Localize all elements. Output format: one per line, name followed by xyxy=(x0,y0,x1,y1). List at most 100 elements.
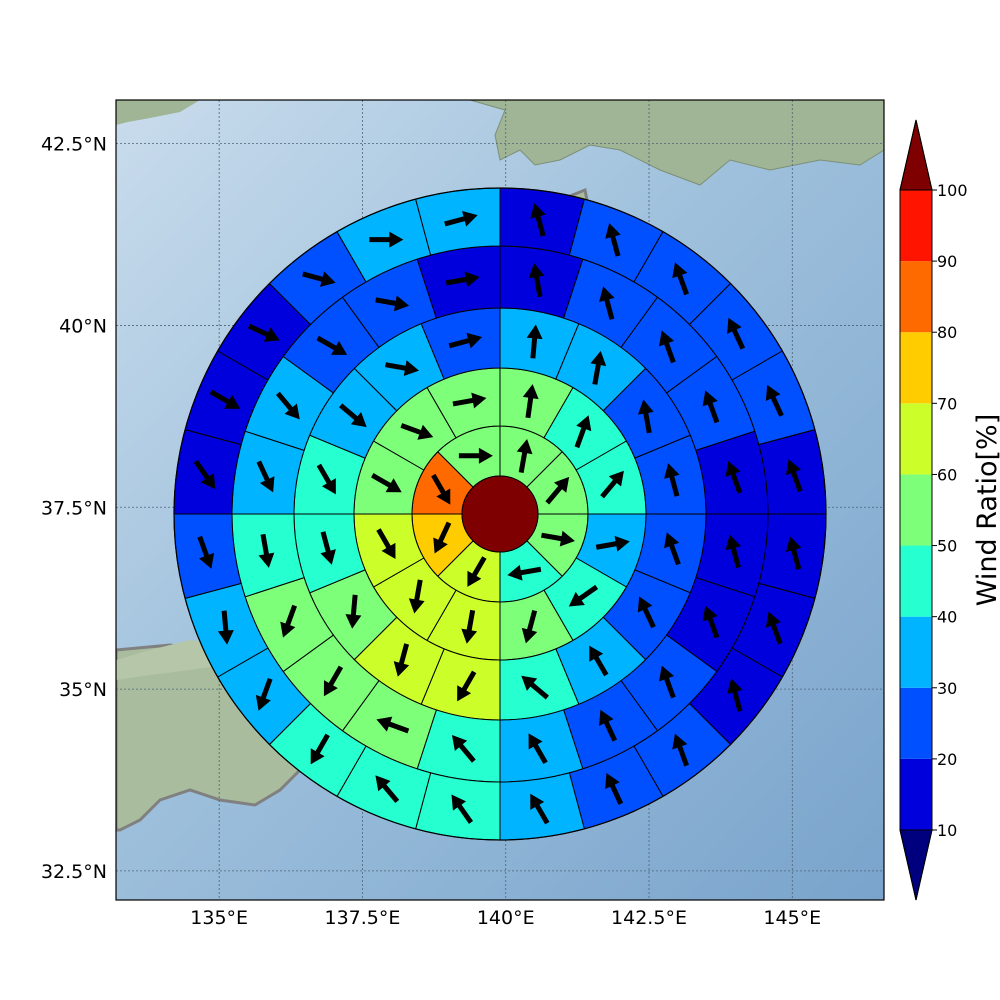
wind-arrow-ring-5-22 xyxy=(302,271,336,287)
wind-arrow-ring-3-5 xyxy=(664,532,681,566)
colorbar-tick-label: 100 xyxy=(937,181,968,200)
wind-arrow-ring-5-23 xyxy=(369,231,404,248)
wind-arrow-ring-4-7 xyxy=(702,605,720,639)
wind-arrow-ring-5-15 xyxy=(310,733,330,765)
wind-arrow-ring-4-3 xyxy=(659,330,676,364)
wind-arrow-ring-4-15 xyxy=(258,533,275,568)
wind-arrow-ring-3-10 xyxy=(393,643,410,677)
wind-arrow-ring-3-12 xyxy=(320,531,336,565)
wind-arrow-ring-5-19 xyxy=(193,459,216,490)
wind-arrow-ring-1-7 xyxy=(431,473,451,505)
colorbar-segment xyxy=(900,261,932,333)
wind-arrow-ring-4-11 xyxy=(451,735,476,763)
wind-arrow-ring-4-13 xyxy=(323,665,344,697)
wind-arrow-ring-5-2 xyxy=(605,223,621,257)
wind-arrow-ring-5-21 xyxy=(247,323,280,342)
x-axis-ticks: 135°E 137.5°E 140°E 142.5°E 145°E xyxy=(190,907,821,929)
wind-arrow-ring-3-13 xyxy=(316,463,336,495)
wind-arrow-ring-4-12 xyxy=(376,716,410,734)
wind-arrow-ring-5-20 xyxy=(209,389,241,409)
wind-arrow-ring-1-3 xyxy=(541,530,575,547)
wind-arrow-ring-3-1 xyxy=(526,324,543,359)
wind-arrow-ring-4-19 xyxy=(375,295,410,312)
wind-arrow-ring-3-3 xyxy=(637,399,654,434)
wind-arrow-ring-4-5 xyxy=(725,460,743,494)
colorbar-segment xyxy=(900,616,932,688)
colorbar-tick-label: 80 xyxy=(937,323,957,342)
outer-ring-border xyxy=(173,187,827,841)
wind-arrow-ring-3-14 xyxy=(339,403,367,428)
y-tick-label: 40°N xyxy=(59,315,107,337)
wind-arrow-ring-2-8 xyxy=(408,579,425,614)
wind-arrow-ring-4-10 xyxy=(528,733,548,765)
wind-arrow-ring-2-9 xyxy=(376,528,396,560)
wind-arrow-ring-4-8 xyxy=(659,665,676,699)
colorbar-tick-label: 60 xyxy=(937,465,957,484)
wind-arrow-ring-3-8 xyxy=(521,675,549,700)
wind-arrow-ring-4-18 xyxy=(316,335,348,355)
x-tick-label: 140°E xyxy=(477,907,535,929)
wind-arrow-ring-2-12 xyxy=(452,392,487,409)
wind-arrow-ring-3-7 xyxy=(589,645,609,677)
wind-arrow-ring-1-1 xyxy=(516,439,533,473)
colorbar-segment xyxy=(900,758,932,830)
wind-arrow-ring-4-2 xyxy=(599,286,615,320)
wind-arrow-ring-3-9 xyxy=(457,670,477,702)
wind-arrow-ring-4-9 xyxy=(599,709,618,742)
wind-arrow-ring-4-14 xyxy=(280,604,297,638)
x-tick-label: 145°E xyxy=(763,907,821,929)
colorbar-segment xyxy=(900,474,932,546)
wind-arrow-ring-2-1 xyxy=(522,384,539,419)
wind-arrow-ring-2-2 xyxy=(574,415,592,449)
colorbar-segment xyxy=(900,190,932,262)
wind-arrow-ring-1-6 xyxy=(433,521,452,554)
wind-arrow-ring-1-4 xyxy=(507,564,542,581)
wind-arrow-ring-5-24 xyxy=(444,211,478,227)
land-hokkaido-west xyxy=(116,100,200,125)
wind-arrow-ring-2-4 xyxy=(595,535,630,552)
x-tick-label: 142.5°E xyxy=(611,907,687,929)
wind-arrow-ring-4-17 xyxy=(275,391,300,420)
colorbar-tick-label: 40 xyxy=(937,608,957,627)
colorbar-segment xyxy=(900,332,932,404)
wind-arrow-ring-3-11 xyxy=(345,594,362,629)
wind-arrow-ring-4-1 xyxy=(528,263,545,298)
wind-arrow-ring-5-6 xyxy=(785,459,803,493)
wind-arrow-ring-5-17 xyxy=(217,610,234,645)
wind-arrow-ring-1-2 xyxy=(545,476,570,505)
wind-arrow-ring-5-14 xyxy=(375,775,400,804)
colorbar-segment xyxy=(900,403,932,475)
center-disc xyxy=(461,475,539,553)
colorbar-tick-label: 90 xyxy=(937,252,957,271)
wind-arrow-ring-5-1 xyxy=(530,203,546,237)
wind-arrow-ring-2-5 xyxy=(568,584,599,607)
wind-arrow-ring-5-11 xyxy=(605,772,624,805)
wind-arrow-ring-5-8 xyxy=(765,611,783,645)
wind-arrow-ring-5-10 xyxy=(672,733,689,767)
wind-arrow-ring-3-16 xyxy=(448,332,483,349)
wind-arrow-ring-3-2 xyxy=(590,350,607,385)
colorbar-segment xyxy=(900,545,932,617)
colorbar-tick-label: 10 xyxy=(937,821,957,840)
wind-arrow-ring-2-7 xyxy=(461,609,478,644)
wind-arrow-ring-5-9 xyxy=(727,678,743,712)
wind-arrow-ring-1-5 xyxy=(467,556,487,587)
colorbar-segment xyxy=(900,687,932,759)
wind-arrow-ring-1-8 xyxy=(458,447,493,464)
wind-arrow-ring-2-11 xyxy=(400,423,434,440)
wind-arrow-ring-4-4 xyxy=(702,390,720,424)
colorbar-tick-label: 50 xyxy=(937,537,957,556)
x-tick-label: 137.5°E xyxy=(324,907,400,929)
wind-arrow-ring-5-3 xyxy=(672,262,689,296)
wind-arrow-ring-2-6 xyxy=(521,609,538,644)
x-tick-label: 135°E xyxy=(190,907,248,929)
colorbar-tick-label: 30 xyxy=(937,679,957,698)
wind-arrow-ring-4-20 xyxy=(445,271,480,288)
wind-arrow-ring-4-16 xyxy=(256,460,275,493)
wind-arrow-ring-2-3 xyxy=(600,470,624,499)
y-tick-label: 37.5°N xyxy=(41,497,107,519)
y-tick-label: 42.5°N xyxy=(41,134,107,156)
colorbar-tick-label: 20 xyxy=(937,750,957,769)
ring-5-sector-12 xyxy=(499,772,585,841)
